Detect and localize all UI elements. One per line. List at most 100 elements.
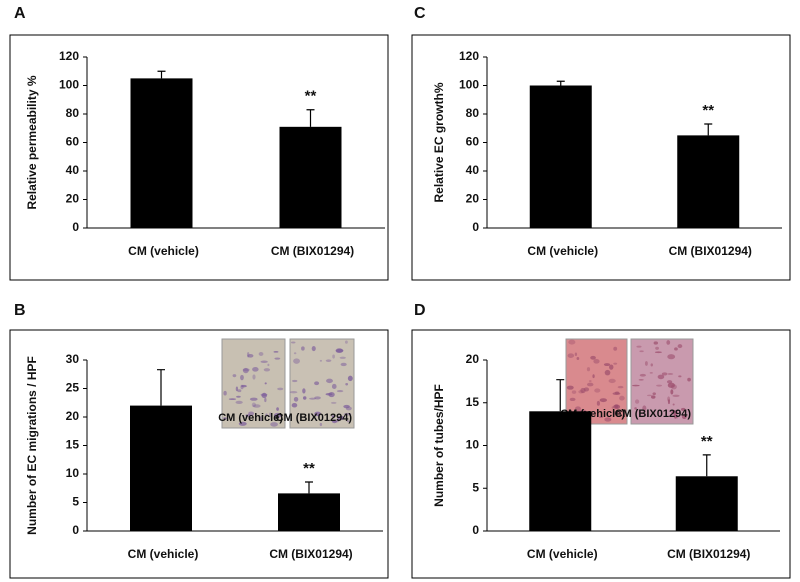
inset-texture bbox=[678, 375, 682, 378]
inset-texture bbox=[336, 415, 345, 421]
inset-texture bbox=[652, 392, 656, 395]
y-tick-label: 0 bbox=[72, 523, 79, 537]
panel-label: D bbox=[414, 302, 426, 319]
inset-texture bbox=[603, 363, 611, 366]
inset-texture bbox=[596, 400, 600, 406]
inset-texture bbox=[666, 380, 673, 384]
y-tick-label: 60 bbox=[66, 135, 80, 149]
inset-texture bbox=[613, 346, 618, 351]
y-tick-label: 80 bbox=[66, 106, 80, 120]
y-tick-label: 80 bbox=[466, 106, 480, 120]
panel-label: A bbox=[14, 5, 26, 22]
significance-label: ** bbox=[701, 433, 713, 450]
y-tick-label: 15 bbox=[466, 395, 480, 409]
y-tick-label: 120 bbox=[459, 49, 479, 63]
error-bar bbox=[157, 70, 166, 79]
inset-texture bbox=[590, 355, 596, 360]
inset-texture bbox=[289, 391, 298, 394]
inset-texture bbox=[325, 392, 333, 396]
significance-label: ** bbox=[305, 88, 317, 105]
x-tick-label: CM (BIX01294) bbox=[271, 244, 354, 258]
inset-texture bbox=[245, 414, 251, 418]
inset-texture bbox=[593, 358, 600, 364]
y-tick-label: 0 bbox=[472, 523, 479, 537]
inset-texture bbox=[574, 406, 581, 412]
inset-texture bbox=[249, 397, 258, 401]
x-tick-label: CM (vehicle) bbox=[527, 244, 598, 258]
inset-texture bbox=[236, 395, 241, 398]
inset-texture bbox=[274, 357, 281, 360]
inset-texture bbox=[235, 386, 239, 392]
inset-texture bbox=[586, 382, 594, 387]
inset-texture bbox=[655, 346, 659, 350]
inset-image bbox=[289, 338, 355, 429]
bar bbox=[279, 126, 342, 228]
inset-texture bbox=[586, 367, 591, 372]
inset-texture bbox=[632, 384, 640, 387]
inset-texture bbox=[667, 354, 676, 360]
inset-texture bbox=[639, 350, 644, 353]
inset-texture bbox=[594, 388, 601, 393]
inset-texture bbox=[347, 375, 353, 382]
inset-texture bbox=[273, 351, 279, 353]
inset-texture bbox=[276, 407, 279, 411]
inset-texture bbox=[567, 353, 575, 358]
y-tick-label: 25 bbox=[66, 381, 80, 395]
inset-texture bbox=[566, 385, 574, 390]
inset-texture bbox=[237, 389, 242, 393]
inset-texture bbox=[635, 399, 640, 404]
significance-label: ** bbox=[303, 460, 315, 477]
inset-texture bbox=[672, 403, 675, 406]
inset-texture bbox=[247, 353, 254, 358]
x-tick-label: CM (BIX01294) bbox=[669, 244, 752, 258]
y-tick-label: 5 bbox=[72, 495, 79, 509]
y-tick-label: 60 bbox=[466, 135, 480, 149]
inset-texture bbox=[617, 385, 624, 389]
inset-texture bbox=[273, 412, 282, 418]
inset-texture bbox=[644, 361, 648, 366]
inset-texture bbox=[302, 388, 306, 394]
inset-texture bbox=[677, 344, 683, 349]
inset-texture bbox=[346, 420, 350, 423]
inset-texture bbox=[325, 359, 332, 362]
inset-texture bbox=[336, 390, 344, 393]
inset-texture bbox=[302, 396, 307, 400]
inset-texture bbox=[642, 405, 647, 411]
inset-texture bbox=[268, 412, 272, 418]
error-bar bbox=[556, 379, 565, 412]
inset-texture bbox=[569, 397, 576, 402]
inset-texture bbox=[604, 369, 611, 376]
bar bbox=[529, 411, 592, 531]
inset-texture bbox=[657, 374, 665, 380]
inset-texture bbox=[260, 360, 268, 364]
inset-texture bbox=[609, 364, 614, 370]
inset-texture bbox=[241, 384, 247, 388]
inset-texture bbox=[578, 390, 584, 394]
inset-texture bbox=[277, 387, 284, 391]
inset-texture bbox=[261, 392, 267, 399]
inset-texture bbox=[604, 417, 612, 422]
inset-texture bbox=[345, 406, 352, 411]
error-bar bbox=[556, 80, 565, 86]
inset-texture bbox=[340, 362, 347, 367]
inset-texture bbox=[314, 411, 322, 417]
inset-texture bbox=[292, 379, 298, 383]
inset-label: CM (BIX01294) bbox=[615, 408, 692, 420]
error-bar bbox=[704, 123, 713, 136]
error-bar bbox=[702, 454, 711, 477]
y-axis-label: Number of tubes/HPF bbox=[432, 384, 446, 507]
panel-frame bbox=[9, 329, 389, 579]
inset-texture bbox=[319, 422, 323, 427]
inset-texture bbox=[311, 346, 316, 352]
inset-texture bbox=[228, 398, 237, 400]
inset-texture bbox=[238, 421, 247, 426]
bar bbox=[677, 135, 740, 228]
y-tick-label: 20 bbox=[466, 352, 480, 366]
x-tick-label: CM (vehicle) bbox=[527, 547, 598, 561]
significance-label: ** bbox=[702, 102, 714, 119]
inset-texture bbox=[667, 382, 675, 388]
inset-texture bbox=[599, 416, 603, 418]
x-tick-label: CM (vehicle) bbox=[128, 244, 199, 258]
bar bbox=[130, 405, 192, 531]
inset-texture bbox=[653, 341, 658, 345]
